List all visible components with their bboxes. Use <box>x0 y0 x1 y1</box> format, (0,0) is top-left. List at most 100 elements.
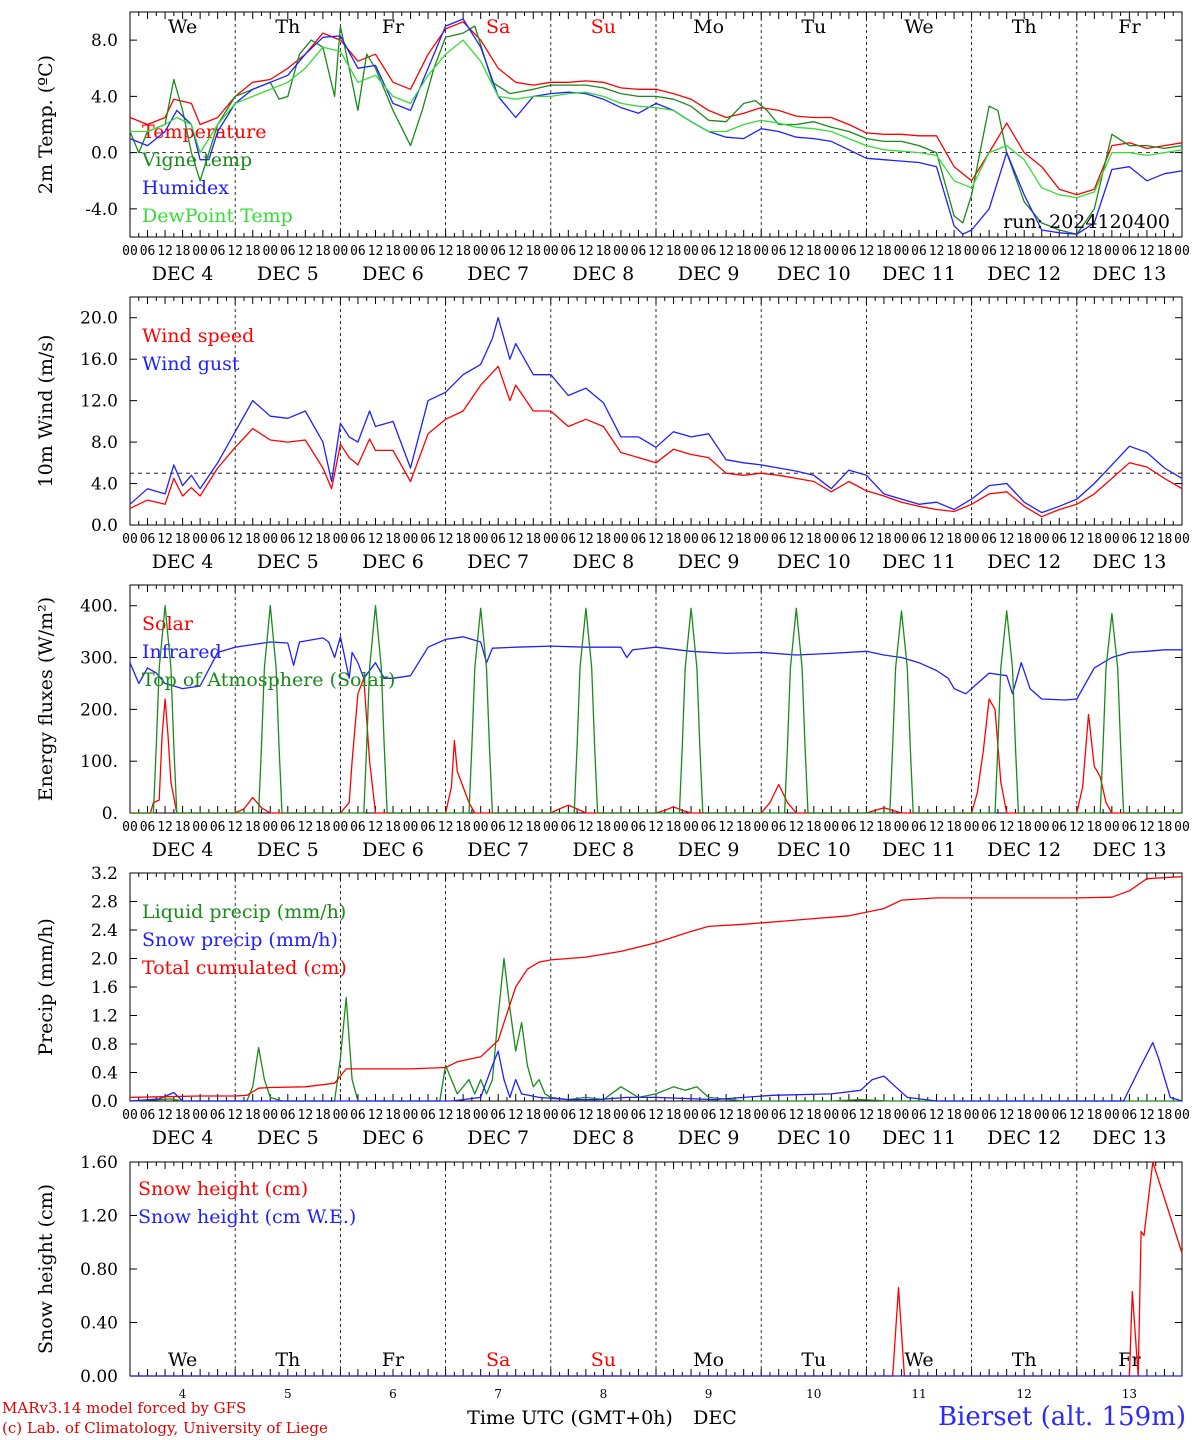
hour-tick-label: 06 <box>561 244 577 259</box>
station-name: Bierset (alt. 159m) <box>937 1402 1186 1432</box>
hour-tick-label: 00 <box>824 820 840 835</box>
series-line-dewpoint-temp <box>130 39 1183 199</box>
hour-tick-label: 18 <box>315 532 331 547</box>
hour-tick-label: 12 <box>438 820 454 835</box>
hour-tick-label: 00 <box>473 244 489 259</box>
hour-tick-label: 06 <box>490 1108 506 1123</box>
hour-tick-label: 00 <box>824 532 840 547</box>
date-label: DEC 8 <box>573 1127 635 1149</box>
date-label: DEC 12 <box>987 1127 1061 1149</box>
date-label: DEC 10 <box>777 551 851 573</box>
hour-tick-label: 00 <box>683 532 699 547</box>
hour-tick-label: 00 <box>122 820 138 835</box>
hour-tick-label: 18 <box>245 244 261 259</box>
hour-tick-label: 00 <box>964 820 980 835</box>
hour-tick-label: 00 <box>543 532 559 547</box>
hour-tick-label: 06 <box>210 820 226 835</box>
y-axis-label: Precip (mm/h) <box>35 918 57 1056</box>
x-axis-label: Time UTC (GMT+0h) <box>467 1407 673 1429</box>
y-tick-label: 12.0 <box>80 392 118 412</box>
hour-tick-label: 18 <box>806 1108 822 1123</box>
hour-tick-label: 00 <box>1174 1108 1190 1123</box>
date-label: DEC 10 <box>777 839 851 861</box>
date-label: DEC 13 <box>1092 551 1166 573</box>
weekday-label: Su <box>591 16 616 38</box>
hour-tick-label: 00 <box>333 244 349 259</box>
day-number-label: 4 <box>179 1387 187 1401</box>
hour-tick-label: 06 <box>350 820 366 835</box>
date-label: DEC 8 <box>573 551 635 573</box>
y-tick-label: 8.0 <box>91 433 118 453</box>
y-tick-label: 400. <box>80 597 118 617</box>
hour-tick-label: 18 <box>175 532 191 547</box>
hour-tick-label: 18 <box>876 1108 892 1123</box>
hour-tick-label: 06 <box>1122 820 1138 835</box>
weekday-label: Sa <box>486 16 510 38</box>
legend-entry: Liquid precip (mm/h) <box>142 901 346 923</box>
hour-tick-label: 00 <box>262 820 278 835</box>
hour-tick-label: 00 <box>1174 244 1190 259</box>
hour-tick-label: 18 <box>385 820 401 835</box>
legend-entry: Snow height (cm) <box>138 1178 308 1200</box>
hour-tick-label: 18 <box>385 1108 401 1123</box>
hour-tick-label: 18 <box>946 244 962 259</box>
hour-tick-label: 06 <box>350 532 366 547</box>
date-label: DEC 4 <box>152 263 214 285</box>
hour-tick-label: 06 <box>490 532 506 547</box>
hour-tick-label: 06 <box>350 244 366 259</box>
hour-tick-label: 12 <box>368 532 384 547</box>
hour-tick-label: 06 <box>1122 1108 1138 1123</box>
hour-tick-label: 00 <box>753 532 769 547</box>
y-tick-label: 1.60 <box>80 1153 118 1173</box>
y-tick-label: 2.8 <box>91 893 118 913</box>
weekday-label: Th <box>1012 1349 1037 1371</box>
hour-tick-label: 12 <box>157 244 173 259</box>
y-tick-label: 300. <box>80 649 118 669</box>
series-line-liquid-precip-mm-h <box>129 957 1182 1102</box>
day-number-label: 12 <box>1017 1387 1032 1401</box>
hour-tick-label: 06 <box>561 1108 577 1123</box>
y-tick-label: 1.6 <box>91 978 118 998</box>
date-label: DEC 11 <box>882 263 956 285</box>
hour-tick-label: 06 <box>561 532 577 547</box>
date-label: DEC 4 <box>152 839 214 861</box>
hour-tick-label: 06 <box>140 1108 156 1123</box>
hour-tick-label: 00 <box>192 244 208 259</box>
y-tick-label: 100. <box>80 752 118 772</box>
hour-tick-label: 00 <box>964 532 980 547</box>
date-label: DEC 9 <box>678 1127 740 1149</box>
hour-tick-label: 12 <box>929 1108 945 1123</box>
date-label: DEC 13 <box>1092 839 1166 861</box>
hour-tick-label: 00 <box>122 244 138 259</box>
legend-entry: Snow height (cm W.E.) <box>138 1206 356 1228</box>
hour-tick-label: 06 <box>771 244 787 259</box>
hour-tick-label: 00 <box>683 1108 699 1123</box>
hour-tick-label: 00 <box>333 1108 349 1123</box>
hour-tick-label: 18 <box>736 820 752 835</box>
hour-tick-label: 12 <box>788 244 804 259</box>
hour-tick-label: 12 <box>227 532 243 547</box>
hour-tick-label: 06 <box>841 244 857 259</box>
hour-tick-label: 18 <box>946 532 962 547</box>
hour-tick-label: 12 <box>859 532 875 547</box>
date-label: DEC 8 <box>573 263 635 285</box>
weekday-label: Th <box>275 1349 300 1371</box>
hour-tick-label: 00 <box>192 820 208 835</box>
y-tick-label: -4.0 <box>85 200 118 220</box>
y-tick-label: 16.0 <box>80 350 118 370</box>
y-axis-label: Energy fluxes (W/m²) <box>35 597 57 801</box>
hour-tick-label: 00 <box>824 244 840 259</box>
legend-entry: Wind gust <box>142 353 240 375</box>
hour-tick-label: 18 <box>596 820 612 835</box>
hour-tick-label: 06 <box>210 532 226 547</box>
day-number-label: 9 <box>705 1387 713 1401</box>
hour-tick-label: 06 <box>1122 532 1138 547</box>
weekday-label: Fr <box>1118 16 1141 38</box>
date-label: DEC 9 <box>678 263 740 285</box>
hour-tick-label: 06 <box>420 820 436 835</box>
hour-tick-label: 06 <box>350 1108 366 1123</box>
series-line-solar <box>130 677 1182 814</box>
hour-tick-label: 00 <box>122 532 138 547</box>
hour-tick-label: 06 <box>420 532 436 547</box>
legend-entry: Infrared <box>142 641 222 663</box>
